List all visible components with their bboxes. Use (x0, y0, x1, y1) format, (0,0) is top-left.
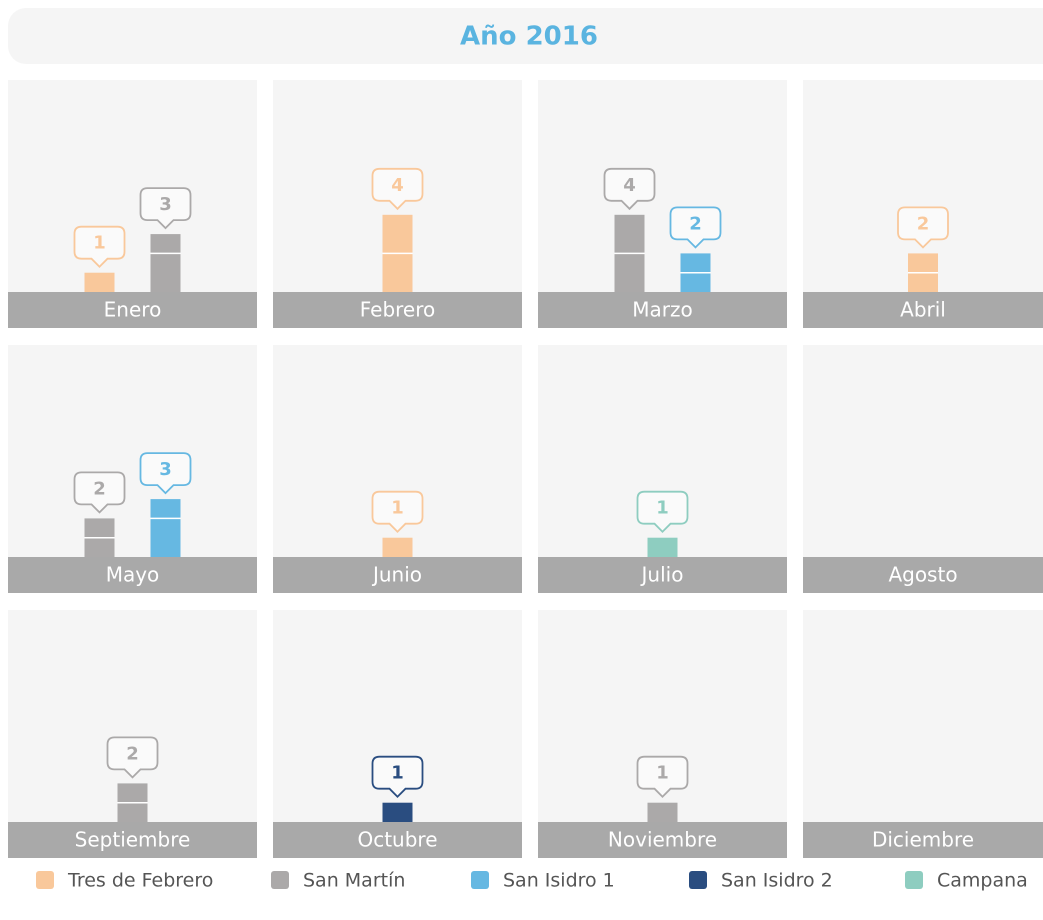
month-band (803, 822, 1043, 858)
callout (636, 490, 689, 533)
value-label: 3 (159, 459, 172, 480)
month-label: Octubre (357, 828, 437, 852)
month-label: Marzo (632, 298, 692, 322)
callout (73, 225, 126, 268)
panel (803, 345, 1043, 593)
value-label: 2 (93, 478, 106, 499)
month-label: Abril (900, 298, 946, 322)
month-band (538, 822, 787, 858)
callout (669, 206, 722, 249)
value-label: 2 (689, 213, 702, 234)
month-label: Agosto (888, 563, 957, 587)
legend-swatch (905, 871, 923, 889)
month-band (538, 557, 787, 593)
legend-swatch (689, 871, 707, 889)
value-label: 2 (917, 213, 930, 234)
month-band (273, 557, 522, 593)
panel (8, 80, 257, 328)
callout (106, 736, 159, 779)
value-label: 4 (391, 175, 404, 196)
legend-swatch (271, 871, 289, 889)
month-label: Enero (104, 298, 162, 322)
legend-swatch (471, 871, 489, 889)
legend-label: San Isidro 1 (503, 870, 615, 892)
month-label: Febrero (360, 298, 436, 322)
panel (8, 345, 257, 593)
month-band (273, 292, 522, 328)
value-label: 3 (159, 194, 172, 215)
panel (803, 610, 1043, 858)
chart-title: Año 2016 (460, 22, 598, 52)
bar (382, 537, 413, 557)
legend-swatch (36, 871, 54, 889)
month-label: Diciembre (872, 828, 974, 852)
legend-label: San Martín (303, 870, 405, 892)
legend-label: Campana (937, 870, 1028, 892)
bar (647, 537, 678, 557)
callout (897, 206, 949, 249)
value-label: 2 (126, 743, 139, 764)
month-label: Julio (640, 563, 684, 587)
callout (139, 452, 192, 495)
bar (150, 234, 181, 292)
month-band (8, 557, 257, 593)
month-band (803, 292, 1043, 328)
month-label: Noviembre (608, 828, 717, 852)
month-band (8, 292, 257, 328)
callout (73, 471, 126, 514)
month-label: Mayo (106, 563, 160, 587)
header-bg (8, 8, 1043, 64)
bar (647, 802, 678, 822)
value-label: 1 (391, 763, 404, 784)
bar (382, 802, 413, 822)
bar (150, 499, 181, 557)
month-band (8, 822, 257, 858)
callout (603, 167, 656, 211)
month-label: Septiembre (75, 828, 191, 852)
value-label: 1 (93, 233, 106, 254)
bar (84, 272, 115, 292)
callout (139, 187, 192, 230)
month-band (803, 557, 1043, 593)
value-label: 1 (656, 498, 669, 519)
callout (371, 490, 424, 533)
panel (538, 80, 787, 328)
callout (371, 167, 424, 211)
value-label: 1 (391, 498, 404, 519)
legend-label: Tres de Febrero (67, 870, 213, 892)
month-band (538, 292, 787, 328)
month-label: Junio (371, 563, 422, 587)
month-band (273, 822, 522, 858)
value-label: 1 (656, 763, 669, 784)
legend-label: San Isidro 2 (721, 870, 833, 892)
callout (371, 755, 424, 798)
callout (636, 755, 689, 798)
value-label: 4 (623, 175, 636, 196)
